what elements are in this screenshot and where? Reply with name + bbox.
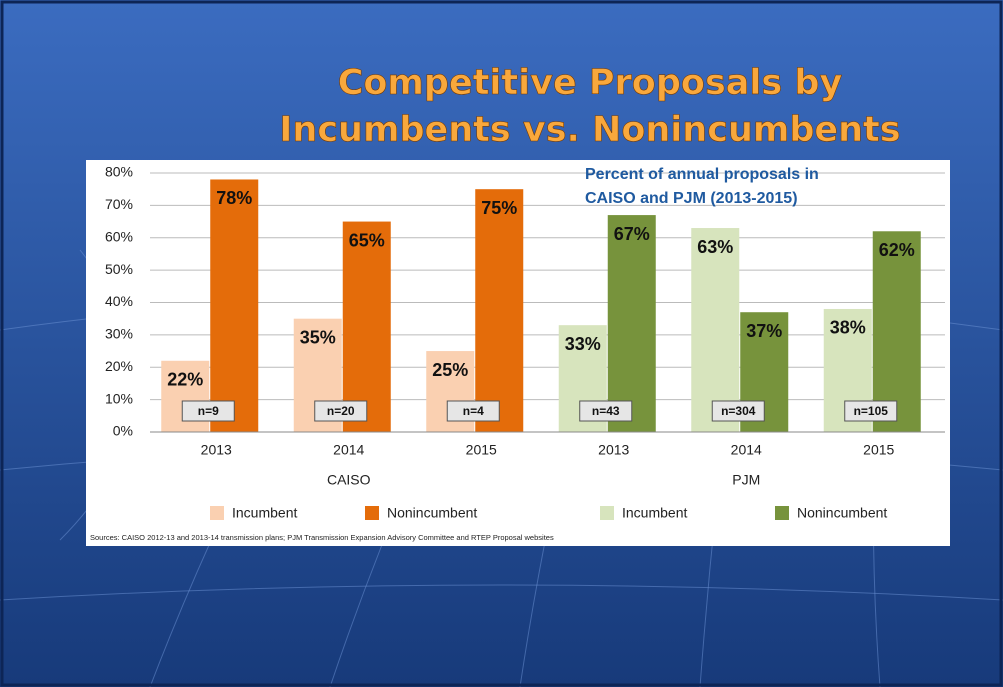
chart-subtitle: CAISO and PJM (2013-2015)	[585, 190, 798, 207]
data-label: 62%	[879, 240, 915, 260]
sample-size-box	[314, 400, 368, 422]
y-tick-label: 10%	[105, 390, 133, 406]
x-tick-label: 2013	[201, 442, 232, 458]
y-tick-label: 50%	[105, 261, 133, 277]
bar	[607, 215, 656, 432]
sample-size: n=304	[721, 404, 756, 418]
x-tick-label: 2015	[863, 442, 894, 458]
source-note: Sources: CAISO 2012-13 and 2013-14 trans…	[90, 533, 554, 542]
y-tick-label: 40%	[105, 293, 133, 309]
y-tick-label: 60%	[105, 228, 133, 244]
slide-title: Competitive Proposals by	[338, 63, 843, 103]
y-tick-label: 0%	[113, 423, 133, 439]
bar	[342, 221, 391, 432]
data-label: 38%	[830, 318, 866, 338]
y-tick-label: 30%	[105, 326, 133, 342]
data-label: 33%	[565, 334, 601, 354]
sample-size-box	[579, 400, 633, 422]
legend-label: Incumbent	[232, 505, 297, 521]
data-label: 35%	[300, 327, 336, 347]
chart-subtitle: Percent of annual proposals in	[585, 166, 819, 183]
data-label: 63%	[697, 237, 733, 257]
x-tick-label: 2015	[466, 442, 497, 458]
slide-title: Incumbents vs. Nonincumbents	[279, 110, 900, 150]
data-label: 65%	[349, 230, 385, 250]
legend-swatch	[600, 506, 614, 520]
legend-swatch	[365, 506, 379, 520]
legend-label: Nonincumbent	[387, 505, 477, 521]
sample-size-box	[844, 400, 898, 422]
sample-size: n=43	[592, 404, 620, 418]
legend-swatch	[775, 506, 789, 520]
sample-size: n=20	[327, 404, 355, 418]
bar	[691, 228, 740, 432]
data-label: 25%	[432, 360, 468, 380]
x-tick-label: 2014	[333, 442, 364, 458]
legend-label: Nonincumbent	[797, 505, 887, 521]
x-tick-label: 2014	[731, 442, 762, 458]
sample-size-box	[181, 400, 235, 422]
x-tick-label: 2013	[598, 442, 629, 458]
sample-size: n=4	[463, 404, 484, 418]
y-tick-label: 80%	[105, 164, 133, 180]
sample-size-box	[446, 400, 500, 422]
data-label: 78%	[216, 188, 252, 208]
sample-size-box	[711, 400, 765, 422]
data-label: 22%	[167, 370, 203, 390]
sample-size: n=105	[854, 404, 889, 418]
chart: 0% 10% 20% 30% 40% 50% 60% 70% 80% 22% 35% 25% 78% 65…	[105, 164, 945, 521]
data-label: 75%	[481, 198, 517, 218]
group-label: PJM	[732, 472, 760, 488]
legend-label: Incumbent	[622, 505, 687, 521]
group-label: CAISO	[327, 472, 371, 488]
legend-swatch	[210, 506, 224, 520]
bar	[210, 179, 259, 432]
sample-size: n=9	[198, 404, 219, 418]
y-tick-label: 70%	[105, 196, 133, 212]
bar	[872, 231, 921, 432]
data-label: 37%	[746, 321, 782, 341]
bar	[475, 189, 524, 432]
data-label: 67%	[614, 224, 650, 244]
y-tick-label: 20%	[105, 358, 133, 374]
